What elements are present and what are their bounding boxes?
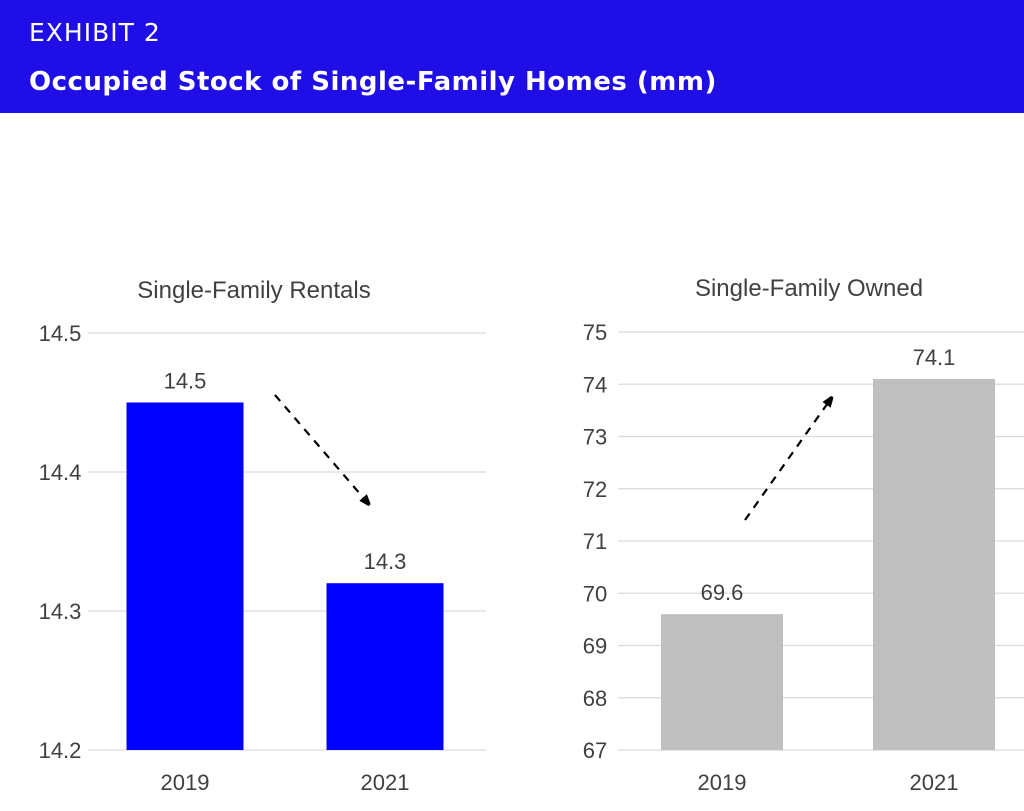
owned-x-tick-label: 2021: [910, 770, 959, 795]
down-trend-arrow: [274, 394, 367, 502]
owned-data-label: 74.1: [913, 345, 956, 370]
owned-y-tick-label: 68: [583, 686, 607, 711]
owned-bar-2021: [873, 379, 995, 750]
owned-y-tick-label: 69: [583, 634, 607, 659]
rentals-data-label: 14.3: [364, 549, 407, 574]
rentals-x-tick-label: 2019: [161, 770, 210, 795]
rentals-y-tick-label: 14.2: [39, 738, 82, 763]
owned-bar-2019: [661, 614, 783, 750]
owned-y-tick-label: 72: [583, 477, 607, 502]
page-title: Occupied Stock of Single-Family Homes (m…: [29, 67, 717, 97]
rentals-bar-2019: [126, 402, 244, 750]
rentals-y-tick-label: 14.5: [39, 321, 82, 346]
up-trend-arrow: [744, 400, 830, 521]
owned-y-tick-label: 67: [583, 738, 607, 763]
rentals-data-label: 14.5: [164, 369, 207, 394]
owned-y-tick-label: 74: [583, 372, 607, 397]
rentals-y-tick-label: 14.4: [39, 460, 82, 485]
rentals-chart: Single-Family Rentals 14.2 14.3 14.4 14.5 1…: [39, 277, 486, 795]
owned-chart: Single-Family Owned 67 68 69 70 71 72 73 74 75 6…: [583, 275, 1024, 795]
owned-data-label: 69.6: [701, 580, 744, 605]
owned-y-tick-label: 75: [583, 320, 607, 345]
rentals-x-tick-label: 2021: [361, 770, 410, 795]
owned-y-tick-label: 70: [583, 581, 607, 606]
rentals-y-tick-label: 14.3: [39, 599, 82, 624]
owned-y-tick-label: 71: [583, 529, 607, 554]
owned-chart-title: Single-Family Owned: [695, 275, 923, 302]
rentals-chart-title: Single-Family Rentals: [137, 277, 370, 304]
exhibit-label: EXHIBIT 2: [29, 18, 161, 47]
header-banner: EXHIBIT 2 Occupied Stock of Single-Famil…: [0, 0, 1024, 113]
owned-x-tick-label: 2019: [698, 770, 747, 795]
owned-y-tick-label: 73: [583, 425, 607, 450]
rentals-bar-2021: [326, 583, 444, 750]
